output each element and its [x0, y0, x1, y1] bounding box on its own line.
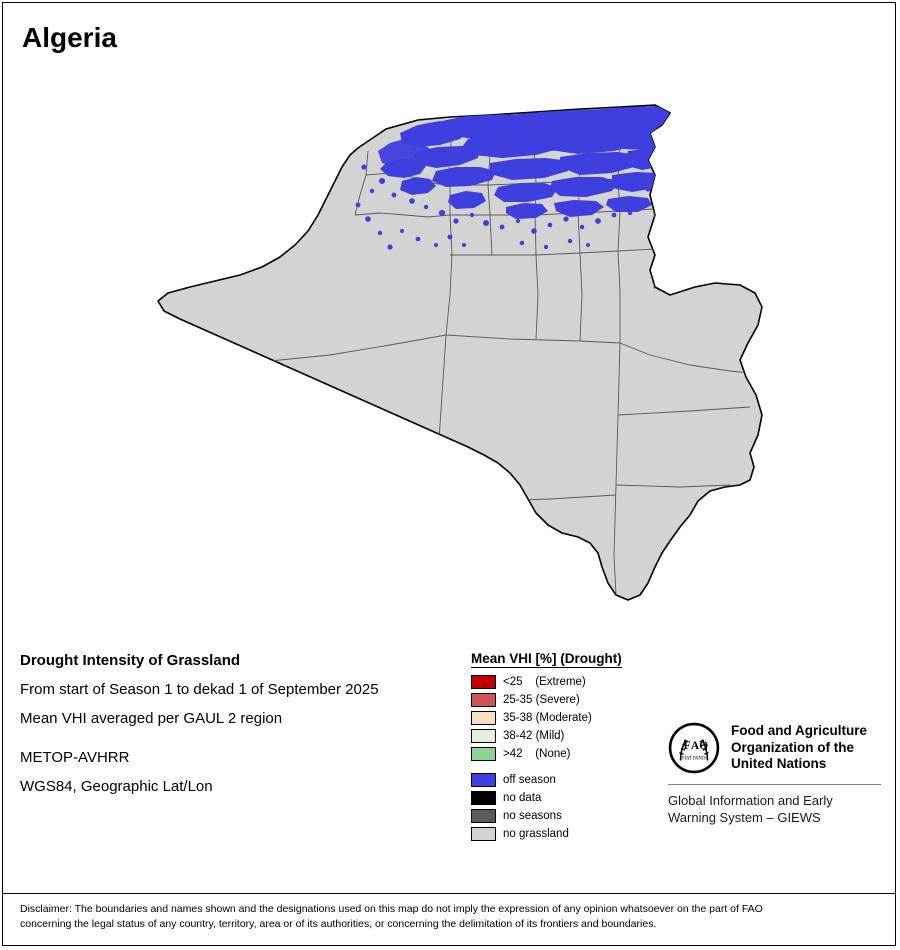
giews-line-2: Warning System – GIEWS — [668, 810, 821, 826]
svg-text:A: A — [691, 740, 700, 752]
disclaimer-divider — [3, 893, 895, 894]
legend-swatch-extreme — [471, 675, 496, 689]
caption-line-3: Mean VHI averaged per GAUL 2 region — [20, 710, 283, 727]
caption-spacer — [20, 739, 460, 749]
caption-line-5: WGS84, Geographic Lat/Lon — [20, 778, 213, 795]
fao-branding: F A O FIAT PANIS Food and Agriculture Or… — [668, 722, 883, 827]
map-legend: Mean VHI [%] (Drought) <25 (Extreme) 25-… — [471, 650, 661, 844]
caption-line-1: Drought Intensity of Grassland — [20, 652, 241, 669]
fao-divider — [668, 784, 881, 785]
caption-line-4: METOP-AVHRR — [20, 749, 130, 766]
legend-label-no-seasons: no seasons — [503, 810, 562, 822]
legend-spacer — [471, 764, 661, 772]
legend-label-no-data: no data — [503, 792, 542, 804]
legend-item-severe: 25-35 (Severe) — [471, 692, 661, 708]
legend-item-off-season: off season — [471, 772, 661, 788]
fao-name-line-3: United Nations — [731, 756, 827, 772]
legend-swatch-no-data — [471, 791, 496, 805]
legend-label-severe: 25-35 (Severe) — [503, 694, 580, 706]
disclaimer-text: Disclaimer: The boundaries and names sho… — [20, 902, 880, 932]
disclaimer-line-1: Disclaimer: The boundaries and names sho… — [20, 903, 763, 915]
caption-line-2: From start of Season 1 to dekad 1 of Sep… — [20, 681, 379, 698]
legend-swatch-severe — [471, 693, 496, 707]
legend-label-no-grassland: no grassland — [503, 828, 569, 840]
legend-label-mild: 38-42 (Mild) — [503, 730, 565, 742]
legend-item-no-seasons: no seasons — [471, 808, 661, 824]
svg-text:O: O — [699, 740, 708, 752]
giews-subtitle: Global Information and Early Warning Sys… — [668, 792, 883, 827]
legend-label-off-season: off season — [503, 774, 556, 786]
legend-swatch-no-seasons — [471, 809, 496, 823]
fao-name-line-1: Food and Agriculture — [731, 723, 867, 738]
algeria-map — [157, 104, 763, 601]
legend-swatch-off-season — [471, 773, 496, 787]
legend-swatch-moderate — [471, 711, 496, 725]
map-caption: Drought Intensity of Grassland From star… — [20, 652, 460, 807]
map-canvas — [150, 55, 850, 625]
legend-item-moderate: 35-38 (Moderate) — [471, 710, 661, 726]
legend-item-mild: 38-42 (Mild) — [471, 728, 661, 744]
legend-title: Mean VHI [%] (Drought) — [471, 651, 622, 668]
fao-logo-icon: F A O FIAT PANIS — [668, 722, 720, 774]
legend-item-none: >42 (None) — [471, 746, 661, 762]
legend-swatch-no-grassland — [471, 827, 496, 841]
svg-text:FIAT PANIS: FIAT PANIS — [682, 756, 706, 761]
legend-item-no-grassland: no grassland — [471, 826, 661, 842]
page-title: Algeria — [22, 22, 117, 53]
legend-item-no-data: no data — [471, 790, 661, 806]
legend-label-extreme: <25 (Extreme) — [503, 676, 586, 688]
disclaimer-line-2: concerning the legal status of any count… — [20, 918, 657, 931]
svg-text:F: F — [684, 740, 691, 752]
giews-line-1: Global Information and Early — [668, 793, 833, 808]
legend-label-moderate: 35-38 (Moderate) — [503, 712, 592, 724]
country-base — [157, 104, 763, 601]
legend-swatch-mild — [471, 729, 496, 743]
legend-swatch-none — [471, 747, 496, 761]
fao-name-line-2: Organization of the — [731, 739, 854, 755]
legend-item-extreme: <25 (Extreme) — [471, 674, 661, 690]
legend-label-none: >42 (None) — [503, 748, 571, 760]
fao-organization-name: Food and Agriculture Organization of the… — [731, 722, 867, 773]
